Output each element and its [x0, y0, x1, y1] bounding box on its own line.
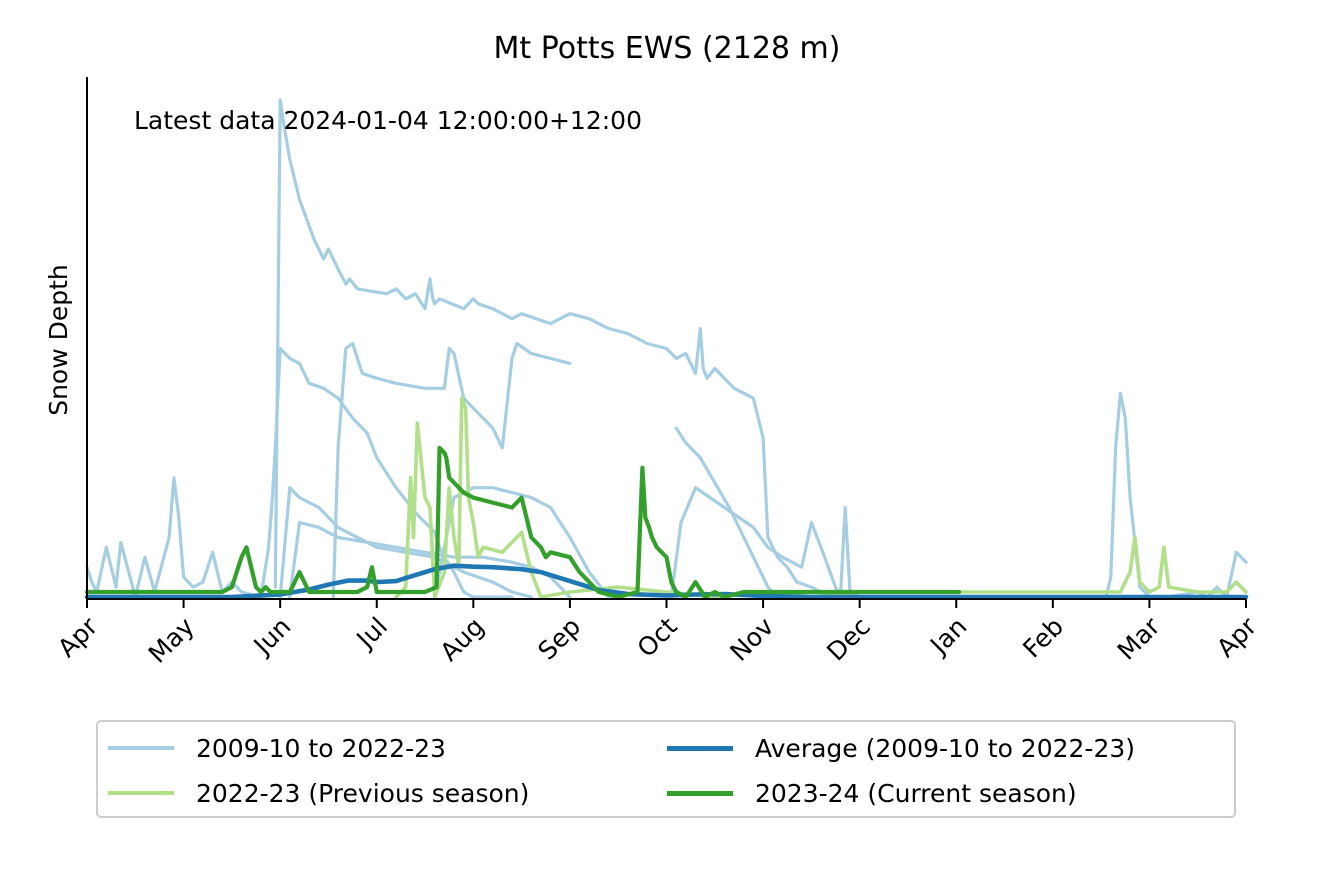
x-tick-label-5: Sep — [532, 612, 586, 666]
y-axis-label: Snow Depth — [44, 264, 73, 416]
x-tick-label-10: Feb — [1017, 612, 1069, 664]
series-line-historical-0 — [273, 98, 862, 599]
x-ticks: Apr May Jun Jul Aug Sep Oct Nov Dec Jan Feb Mar Apr — [52, 599, 1263, 669]
series-line-historical-8 — [85, 476, 263, 599]
series-line-historical-9 — [954, 391, 1248, 599]
series-line-historical-2 — [331, 341, 572, 599]
series-line-historical-4 — [278, 486, 533, 599]
chart-title: Mt Potts EWS (2128 m) — [494, 31, 841, 66]
legend-item-average: Average (2009-10 to 2022-23) — [667, 728, 1135, 768]
legend-label-average: Average (2009-10 to 2022-23) — [755, 733, 1136, 763]
x-tick-label-12: Apr — [1211, 611, 1263, 663]
x-tick-label-9: Jan — [923, 612, 972, 661]
series-line-historical-7 — [669, 486, 862, 599]
series-line-historical-3 — [674, 426, 784, 599]
x-tick-label-2: Jun — [247, 612, 297, 662]
series-layer — [84, 98, 1249, 600]
legend-swatch-previous — [108, 791, 174, 795]
x-tick-label-7: Nov — [724, 612, 779, 667]
x-tick-label-0: Apr — [52, 611, 104, 663]
legend-swatch-average — [667, 745, 733, 751]
x-tick-label-4: Aug — [435, 612, 490, 667]
legend-label-current: 2023-24 (Current season) — [755, 778, 1077, 808]
legend-label-historical: 2009-10 to 2022-23 — [196, 733, 446, 763]
legend-item-previous: 2022-23 (Previous season) — [108, 773, 529, 813]
x-tick-label-6: Oct — [632, 612, 683, 663]
legend-label-previous: 2022-23 (Previous season) — [196, 778, 530, 808]
x-tick-label-8: Dec — [821, 612, 876, 667]
legend-item-historical: 2009-10 to 2022-23 — [108, 728, 446, 768]
legend-item-current: 2023-24 (Current season) — [667, 773, 1077, 813]
chart-legend: 2009-10 to 2022-23 Average (2009-10 to 2… — [96, 720, 1236, 818]
legend-swatch-historical — [108, 746, 174, 750]
series-line-current-12 — [84, 445, 962, 600]
latest-data-annotation: Latest data 2024-01-04 12:00:00+12:00 — [134, 106, 642, 135]
x-tick-label-11: Mar — [1112, 611, 1166, 665]
series-line-historical-1 — [259, 346, 514, 599]
legend-swatch-current — [667, 790, 733, 796]
x-tick-label-3: Jul — [350, 612, 393, 655]
x-tick-label-1: May — [143, 612, 200, 669]
